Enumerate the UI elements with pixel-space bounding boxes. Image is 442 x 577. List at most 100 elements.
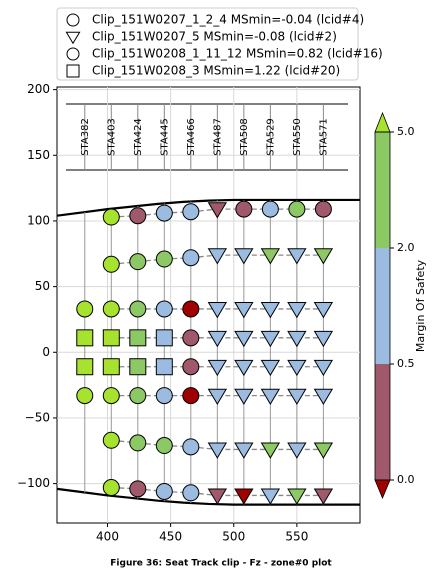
x-tick-label: 450 [159, 530, 182, 544]
plot-frame [56, 86, 361, 524]
marker-circle [182, 300, 200, 318]
colorbar-over [374, 111, 391, 133]
marker-triangle [287, 488, 307, 505]
colorbar-tick-label: 0.5 [397, 357, 415, 370]
colorbar-tick-label: 5.0 [397, 125, 415, 138]
marker-triangle [234, 388, 254, 405]
y-tick-label: 0 [42, 345, 50, 359]
legend-box [56, 7, 359, 81]
colorbar-segment [375, 248, 390, 364]
marker-circle [261, 200, 279, 218]
marker-circle [182, 329, 200, 347]
marker-square [76, 329, 94, 347]
marker-square [129, 329, 147, 347]
marker-triangle [260, 302, 281, 319]
station-label: STA550 [292, 118, 303, 156]
marker-circle [129, 207, 147, 225]
legend-label: Clip_151W0208_3 MSmin=1.22 (lcid#20) [92, 64, 340, 78]
legend-label: Clip_151W0207_1_2_4 MSmin=-0.04 (lcid#4) [92, 13, 364, 27]
marker-triangle [287, 388, 307, 405]
station-label: STA382 [80, 118, 91, 156]
marker-triangle [234, 248, 254, 265]
y-tick-label: 150 [27, 148, 50, 162]
station-label: STA424 [133, 118, 144, 156]
colorbar-segment [375, 132, 390, 248]
marker-circle [129, 300, 147, 318]
marker-triangle [234, 359, 254, 377]
marker-triangle [313, 330, 334, 348]
caption: Figure 36: Seat Track clip - Fz - zone#0… [110, 559, 332, 569]
marker-circle [155, 250, 173, 268]
marker-triangle [207, 488, 228, 505]
marker-circle [102, 255, 120, 273]
marker-triangle [287, 330, 307, 348]
marker-circle [102, 387, 120, 405]
marker-circle [102, 479, 120, 497]
y-tick-label: 50 [35, 279, 50, 293]
marker-circle [129, 434, 147, 452]
x-tick-label: 500 [222, 530, 245, 544]
marker-triangle [234, 488, 254, 505]
marker-triangle [65, 31, 81, 45]
marker-square [102, 329, 120, 347]
marker-circle [102, 208, 120, 226]
x-tick-label: 550 [285, 530, 308, 544]
colorbar-tick-label: 2.0 [397, 241, 415, 254]
marker-triangle [207, 302, 228, 319]
legend-label: Clip_151W0208_1_11_12 MSmin=0.82 (lcid#1… [92, 47, 383, 61]
marker-circle [288, 200, 306, 218]
marker-triangle [287, 442, 307, 459]
marker-triangle [313, 359, 334, 377]
marker-circle [129, 253, 147, 271]
marker-circle [129, 387, 147, 405]
marker-square [155, 329, 173, 347]
marker-circle [66, 13, 80, 27]
marker-triangle [234, 442, 254, 459]
marker-circle [314, 200, 332, 218]
marker-circle [76, 300, 94, 318]
marker-triangle [313, 442, 334, 459]
marker-triangle [260, 442, 281, 459]
legend-label: Clip_151W0207_5 MSmin=-0.08 (lcid#2) [92, 30, 337, 44]
colorbar-tick-label: 0.0 [397, 473, 415, 486]
marker-triangle [287, 302, 307, 319]
marker-triangle [313, 388, 334, 405]
marker-circle [182, 203, 200, 221]
marker-triangle [260, 330, 281, 348]
marker-triangle [287, 248, 307, 265]
marker-circle [235, 200, 253, 218]
station-label: STA466 [186, 118, 197, 156]
station-label: STA487 [212, 118, 223, 156]
marker-square [155, 358, 173, 376]
colorbar-under [374, 479, 391, 500]
marker-square [129, 358, 147, 376]
marker-triangle [260, 248, 281, 265]
x-tick-label: 400 [96, 530, 119, 544]
marker-triangle [260, 488, 281, 505]
marker-circle [155, 387, 173, 405]
marker-circle [155, 300, 173, 318]
marker-circle [66, 47, 80, 61]
marker-triangle [207, 388, 228, 405]
colorbar-segment [375, 364, 390, 480]
marker-square [76, 358, 94, 376]
colorbar-frame [374, 131, 391, 481]
marker-triangle [313, 248, 334, 265]
marker-triangle [207, 248, 228, 265]
y-tick-label: −100 [17, 476, 50, 490]
y-tick-label: 100 [27, 213, 50, 227]
marker-circle [76, 387, 94, 405]
marker-circle [182, 358, 200, 376]
station-label: STA508 [239, 118, 250, 156]
marker-square [102, 358, 120, 376]
colorbar-title: Margin Of Safety [414, 259, 427, 352]
marker-circle [182, 387, 200, 405]
marker-triangle [207, 330, 228, 348]
envelope-curve [56, 487, 360, 506]
station-label: STA445 [159, 118, 170, 156]
marker-triangle [234, 330, 254, 348]
y-tick-label: 200 [27, 82, 50, 96]
marker-circle [182, 484, 200, 502]
envelope-curve [56, 198, 360, 217]
